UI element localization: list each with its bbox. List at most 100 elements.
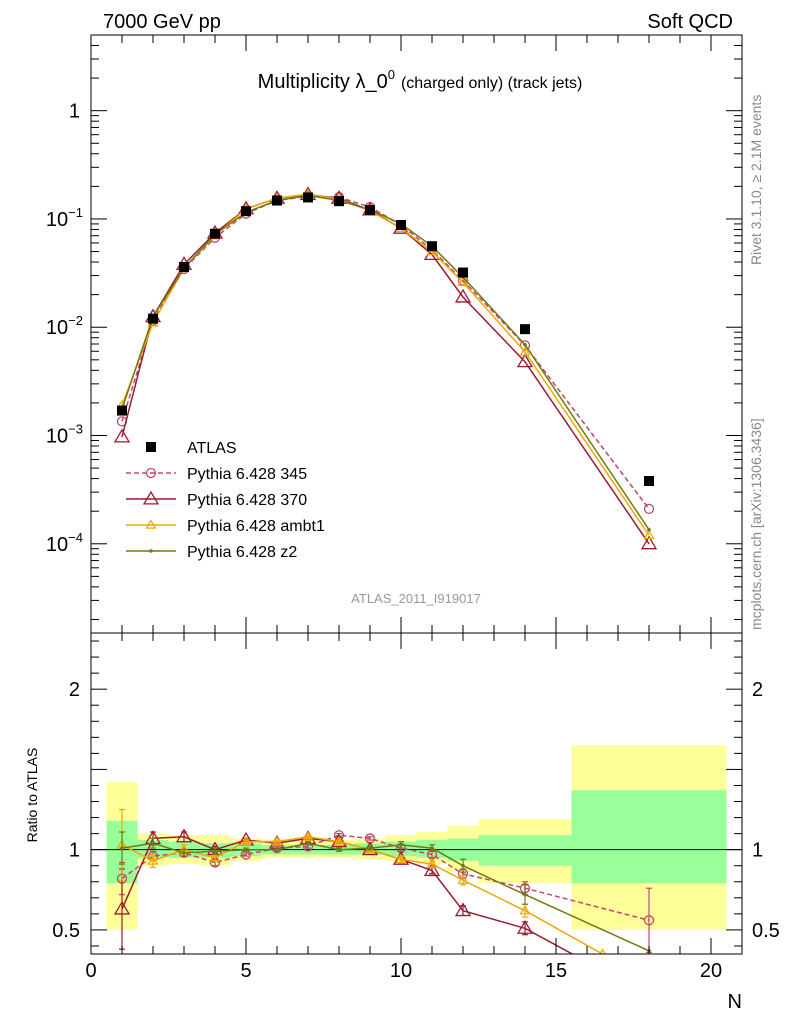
main-ytick-label-base: 10 <box>46 534 68 556</box>
ratio-series-3-point-4 <box>244 847 248 852</box>
main-ytick-label-exp: −2 <box>68 313 83 328</box>
ratio-series-2-point-11 <box>457 874 469 884</box>
ratio-ytick-label-right-0: 2 <box>752 679 763 701</box>
ratio-series-line-0 <box>121 834 650 922</box>
ratio-ytick-label-left-2: 0.5 <box>52 920 80 942</box>
atlas-data-point-4 <box>241 206 251 217</box>
main-ytick-label-exp: −1 <box>68 205 83 220</box>
legend-marker-1 <box>145 467 157 479</box>
xtick-label-1: 5 <box>240 960 251 982</box>
header-right: Soft QCD <box>647 11 733 33</box>
legend-label-2: Pythia 6.428 370 <box>187 492 307 509</box>
ratio-series-3-point-8 <box>368 846 372 850</box>
ratio-series-2-point-1 <box>147 855 159 865</box>
ratio-series-1-point-11 <box>454 902 472 917</box>
main-x-ticks <box>90 35 743 633</box>
legend-label-1: Pythia 6.428 345 <box>187 466 307 483</box>
ratio-band-green-12 <box>478 835 572 866</box>
main-ytick-label-1: 10−1 <box>46 205 83 231</box>
ratio-series-3-point-6 <box>306 841 310 846</box>
ratio-series-2-point-13 <box>599 948 606 954</box>
ratio-ytick-label-right-1: 1 <box>752 840 763 862</box>
atlas-data-point-10 <box>427 241 437 252</box>
main-series-layer <box>113 186 658 550</box>
main-y-ticks: 110−110−210−310−4 <box>46 34 742 620</box>
xtick-label-2: 10 <box>390 960 412 982</box>
main-series-line-3 <box>121 194 650 531</box>
main-series-0-point-12 <box>519 340 531 351</box>
ratio-series-2-point-3 <box>209 852 221 862</box>
main-title-text: Multiplicity λ_0 <box>258 71 388 93</box>
ratio-series-1-point-12 <box>516 920 534 934</box>
ratio-clipped-series <box>113 808 655 954</box>
ratio-y-axis-label: Ratio to ATLAS <box>24 748 40 843</box>
legend-marker-2 <box>142 490 160 505</box>
ratio-series-3-point-2 <box>182 851 186 855</box>
atlas-data-point-11 <box>458 267 468 278</box>
ratio-series-0-point-13 <box>643 915 655 926</box>
ratio-series-2-point-4 <box>240 835 252 846</box>
legend: ATLAS Pythia 6.428 345 Pythia 6.428 370 Pyt… <box>126 440 325 561</box>
ratio-panel: 2 2 1 1 0.5 0.5 0 5 10 15 20 Ratio to ATLAS N <box>24 632 780 1013</box>
ratio-series-3-point-0 <box>120 846 124 850</box>
main-series-line-2 <box>121 193 650 536</box>
ratio-x-ticks: 0 5 10 15 20 <box>85 633 743 982</box>
main-series-2-point-11 <box>457 276 469 287</box>
atlas-data-point-9 <box>396 219 406 230</box>
atlas-data-point-5 <box>272 195 282 206</box>
main-panel: 110−110−210−310−4 Multiplicity λ_00(char… <box>46 34 743 634</box>
ratio-series-layer <box>113 808 655 954</box>
main-ytick-label-3: 10−3 <box>46 422 83 448</box>
ratio-series-1-point-10 <box>423 862 441 877</box>
ratio-series-3-point-5 <box>275 847 279 852</box>
main-series-1-point-13 <box>640 535 658 550</box>
ratio-series-3-point-7 <box>337 847 341 852</box>
ratio-series-3-point-10 <box>430 846 434 850</box>
main-series-1-point-12 <box>516 353 534 368</box>
main-title-sub: (charged only) (track jets) <box>401 75 582 92</box>
ratio-series-2-point-9 <box>395 853 407 864</box>
main-ytick-label-base: 10 <box>46 426 68 448</box>
atlas-data-point-7 <box>334 196 344 207</box>
ratio-series-1-point-2 <box>175 828 193 843</box>
ratio-ytick-label-left-1: 1 <box>69 840 80 862</box>
main-ytick-label-2: 10−2 <box>46 313 83 339</box>
ratio-band-green-13 <box>571 790 727 884</box>
main-series-1-point-0 <box>113 428 131 443</box>
ratio-series-3-point-9 <box>399 843 403 847</box>
atlas-data-point-6 <box>303 192 313 203</box>
main-ytick-label-exp: −4 <box>68 530 83 545</box>
atlas-data-point-1 <box>148 313 158 324</box>
ratio-series-line-2 <box>121 836 603 954</box>
main-ytick-label-base: 1 <box>69 101 80 123</box>
main-series-0-point-13 <box>643 503 655 515</box>
ratio-series-2-point-12 <box>519 904 531 915</box>
ratio-series-3-point-12 <box>523 892 527 897</box>
main-series-2-point-13 <box>643 529 655 539</box>
main-ytick-label-0: 1 <box>69 101 80 123</box>
x-axis-label: N <box>728 991 742 1013</box>
legend-label-4: Pythia 6.428 z2 <box>187 544 297 561</box>
ratio-series-line-3 <box>121 842 650 952</box>
main-series-3-point-12 <box>523 342 527 347</box>
rivet-info: Rivet 3.1.10, ≥ 2.1M events <box>748 95 764 265</box>
atlas-data-point-3 <box>210 228 220 239</box>
main-title-sup: 0 <box>388 67 395 82</box>
analysis-watermark: ATLAS_2011_I919017 <box>351 591 481 606</box>
ratio-series-3-point-11 <box>461 863 465 868</box>
ratio-frame <box>90 632 743 955</box>
ratio-ytick-label-left-0: 2 <box>69 679 80 701</box>
legend-marker-4 <box>149 549 153 553</box>
legend-marker-0 <box>146 442 156 452</box>
ratio-ytick-label-right-2: 0.5 <box>752 920 780 942</box>
header-left: 7000 GeV pp <box>103 11 221 33</box>
ratio-series-2-point-7 <box>333 835 345 846</box>
ratio-series-1-point-0 <box>113 900 131 915</box>
xtick-label-0: 0 <box>85 960 96 982</box>
main-series-3-point-13 <box>647 527 651 532</box>
main-series-2-point-12 <box>519 346 531 356</box>
atlas-data-point-0 <box>117 405 127 416</box>
xtick-label-4: 20 <box>700 960 722 982</box>
main-series-line-0 <box>121 195 650 510</box>
atlas-data-point-8 <box>365 204 375 215</box>
